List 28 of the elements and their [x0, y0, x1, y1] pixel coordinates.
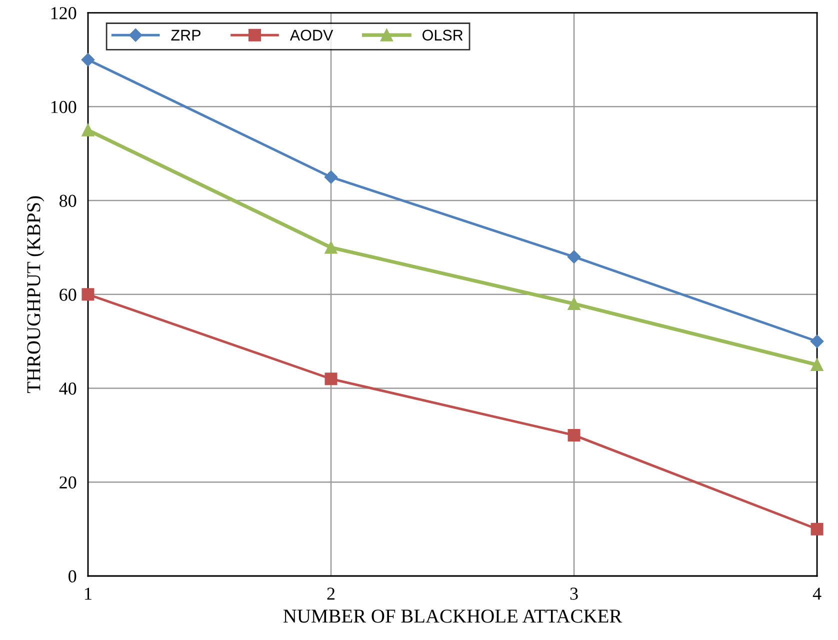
x-tick-label: 2 — [327, 588, 335, 600]
point — [810, 334, 824, 348]
point — [567, 250, 581, 264]
y-tick-label: 0 — [68, 570, 76, 582]
y-tick-label: 20 — [60, 476, 76, 489]
point — [81, 53, 95, 66]
y-tick-label: 80 — [60, 194, 76, 207]
y-axis-title: THROUGHPUT (KBPS) — [26, 196, 44, 393]
y-tick-label: 60 — [60, 288, 76, 301]
point — [568, 428, 580, 442]
x-tick-label: 4 — [812, 588, 822, 600]
point — [810, 358, 824, 372]
point — [324, 372, 338, 386]
x-tick-label: 1 — [85, 588, 92, 600]
legend-label: AODV — [290, 30, 334, 41]
legend-label: OLSR — [422, 30, 463, 41]
point — [82, 288, 94, 301]
x-tick-label: 3 — [570, 588, 578, 600]
y-tick-label: 100 — [51, 100, 76, 114]
point — [324, 170, 338, 184]
point — [568, 298, 580, 310]
point — [324, 241, 338, 254]
point — [810, 522, 824, 536]
point — [82, 124, 94, 136]
y-tick-label: 40 — [59, 382, 76, 395]
legend-label: ZRP — [171, 30, 200, 40]
y-tick-label: 120 — [51, 7, 76, 20]
x-axis-title: NUMBER OF BLACKHOLE ATTACKER — [283, 610, 622, 623]
